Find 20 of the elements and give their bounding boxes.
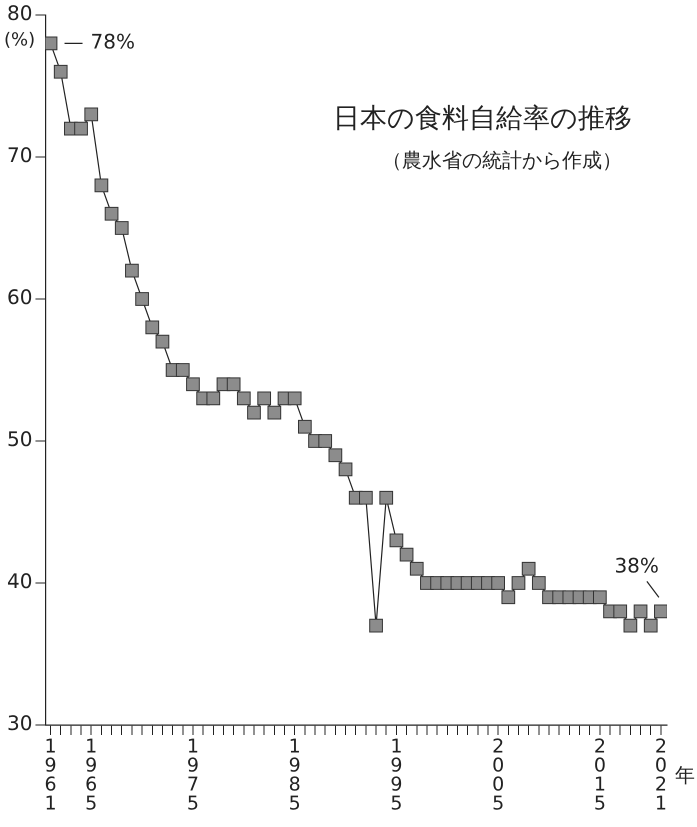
text: （農水省の統計から作成）: [382, 148, 622, 172]
y-axis-title: (%): [4, 30, 36, 51]
x-axis-title: 年: [675, 763, 695, 788]
x-tick-label: 2005: [492, 735, 504, 814]
x-tick-label: 1965: [85, 735, 98, 814]
y-tick-label: 50: [6, 427, 32, 452]
y-tick-label: 80: [6, 1, 32, 26]
x-tick-label: 2021: [654, 735, 667, 814]
y-tick-label: 30: [6, 711, 32, 736]
x-tick-label: 2015: [594, 735, 606, 814]
y-tick-label: 60: [6, 285, 32, 310]
annotation: 78%: [90, 30, 135, 54]
x-tick-label: 1975: [186, 735, 199, 814]
text: 日本の食料自給率の推移: [333, 103, 632, 134]
x-tick-label: 1995: [390, 735, 402, 814]
y-tick-label: 40: [6, 569, 32, 594]
x-tick-label: 1961: [44, 735, 57, 814]
annotation: 38%: [614, 554, 659, 578]
x-tick-label: 1985: [288, 735, 301, 814]
y-tick-label: 70: [6, 143, 32, 168]
